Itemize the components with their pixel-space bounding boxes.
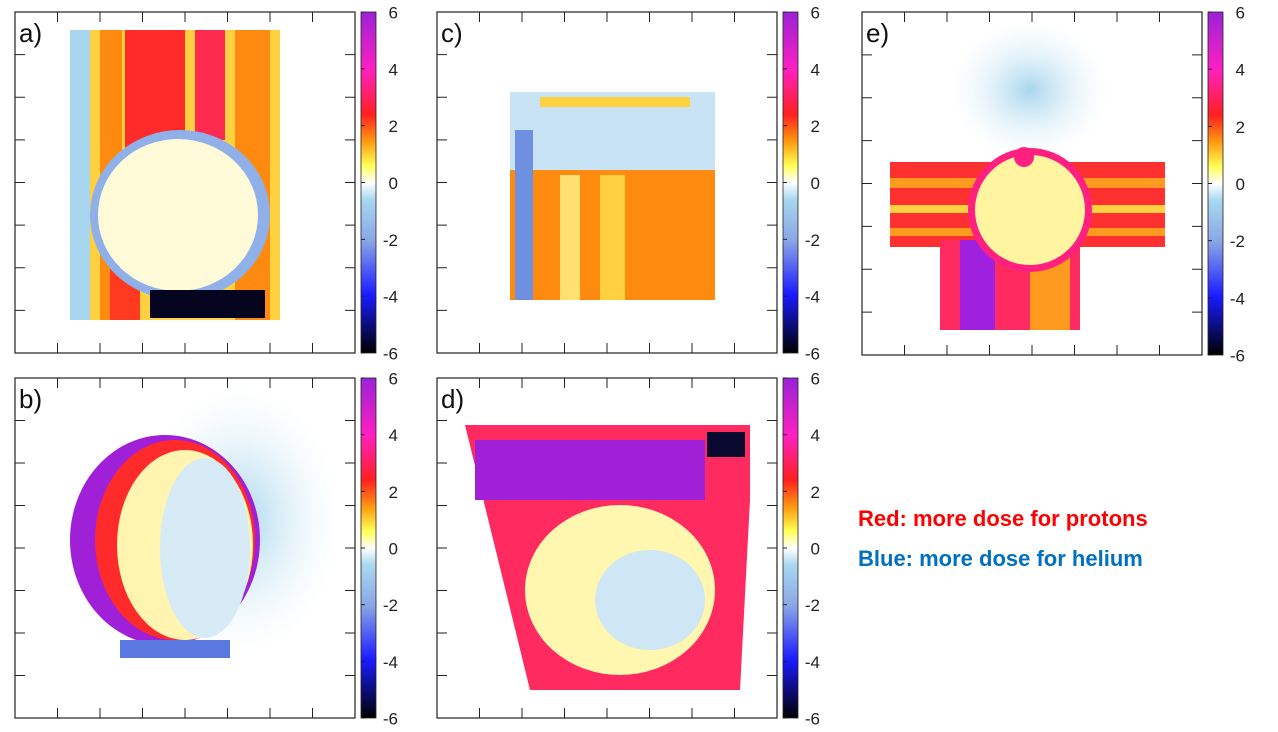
colorbar-tick-label: 6: [811, 369, 820, 388]
colorbar-tick-label: 0: [811, 174, 820, 193]
colorbar-tick-label: -2: [1230, 232, 1245, 251]
colorbar-tick-label: 6: [389, 369, 398, 388]
colorbar-tick-label: 2: [389, 483, 398, 502]
colorbar-tick-label: 6: [1236, 3, 1245, 22]
colorbar-tick-label: -4: [383, 288, 398, 307]
colorbar-tick-label: 0: [1236, 175, 1245, 194]
legend-blue: Blue: more dose for helium: [858, 546, 1143, 571]
colorbar-tick-label: 4: [389, 60, 398, 79]
colorbar-tick-label: -6: [383, 344, 398, 363]
colorbar-tick-label: -2: [383, 231, 398, 250]
colorbar-tick-label: 0: [811, 539, 820, 558]
colorbar-tick-label: -4: [383, 653, 398, 672]
panel-label: b): [19, 384, 42, 414]
panel-label: d): [441, 384, 464, 414]
legend-red: Red: more dose for protons: [858, 506, 1148, 531]
colorbar-tick-label: 4: [389, 426, 398, 445]
figure: a) 6 4 2 0 -2 -4 -6 b) 6 4 2 0 -2 -4 -6 c) 6 4 2 0 -2 -4 -6 d) 6 4…: [0, 0, 1278, 732]
colorbar-tick-label: 4: [1236, 61, 1245, 80]
colorbar-tick-label: 2: [811, 117, 820, 136]
colorbar-tick-label: -6: [1230, 346, 1245, 365]
colorbar-tick-label: 6: [811, 3, 820, 22]
colorbar-tick-label: -4: [805, 653, 820, 672]
colorbar-tick-label: 0: [389, 174, 398, 193]
colorbar-tick-label: -2: [805, 596, 820, 615]
panel-label: a): [19, 18, 42, 48]
colorbar-tick-label: -6: [805, 344, 820, 363]
colorbar-tick-label: -6: [383, 709, 398, 728]
colorbar-tick-label: -4: [805, 288, 820, 307]
panel-label: e): [866, 18, 889, 48]
colorbar-tick-label: 0: [389, 539, 398, 558]
colorbar-tick-label: 4: [811, 60, 820, 79]
colorbar-tick-label: -2: [383, 596, 398, 615]
colorbar-tick-label: 2: [811, 483, 820, 502]
colorbar-tick-label: -6: [805, 709, 820, 728]
panel-label: c): [441, 18, 463, 48]
colorbar-tick-label: 2: [389, 117, 398, 136]
colorbar-tick-label: 6: [389, 3, 398, 22]
colorbar-tick-label: 4: [811, 426, 820, 445]
colorbar-tick-label: 2: [1236, 118, 1245, 137]
colorbar-tick-label: -2: [805, 231, 820, 250]
colorbar-tick-label: -4: [1230, 289, 1245, 308]
